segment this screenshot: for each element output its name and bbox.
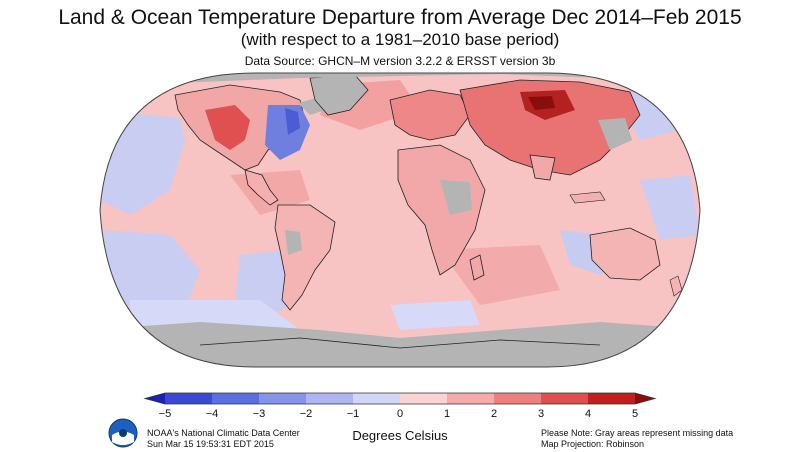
- asia: [459, 79, 641, 176]
- colorbar-tick-label: −4: [206, 408, 219, 420]
- timestamp: Sun Mar 15 19:53:31 EDT 2015: [147, 439, 274, 449]
- colorbar-label: Degrees Celsius: [352, 428, 448, 443]
- colorbar-arrow-high: [635, 393, 655, 404]
- anomaly-hot-spot: [528, 96, 555, 110]
- central-america: [244, 169, 279, 206]
- colorbar-swatch: [541, 393, 589, 404]
- colorbar-swatch: [353, 393, 401, 404]
- colorbar-swatch: [494, 393, 542, 404]
- colorbar-swatch: [447, 393, 495, 404]
- map-subtitle: (with respect to a 1981–2010 base period…: [240, 30, 560, 49]
- colorbar-tick-label: 4: [585, 408, 591, 420]
- colorbar-tick-label: 1: [444, 408, 450, 420]
- globe-outline: [99, 72, 701, 368]
- colorbar-tick-label: −5: [159, 408, 172, 420]
- colorbar-tick-label: 2: [491, 408, 497, 420]
- missing-data-area: [598, 118, 632, 150]
- indonesia: [569, 191, 606, 204]
- anomaly-field: [100, 73, 700, 367]
- anomaly-hot-spot: [205, 105, 250, 150]
- antarctica-coast: [199, 337, 601, 349]
- org-name: NOAA's National Climatic Data Center: [147, 428, 300, 438]
- colorbar-tick-label: 0: [397, 408, 403, 420]
- australia: [589, 227, 661, 281]
- colorbar-tick-label: 3: [538, 408, 544, 420]
- colorbar-swatch: [165, 393, 213, 404]
- missing-data-area: [440, 180, 472, 215]
- colorbar-tick-label: −1: [347, 408, 360, 420]
- colorbar-tick-label: −2: [300, 408, 313, 420]
- colorbar-arrow-low: [145, 393, 165, 404]
- map-title: Land & Ocean Temperature Departure from …: [58, 6, 742, 29]
- footer-left: NOAA's National Climatic Data Center Sun…: [147, 428, 300, 450]
- arctic-missing: [100, 73, 700, 85]
- colorbar-swatch: [588, 393, 636, 404]
- madagascar: [469, 254, 485, 281]
- colorbar-swatch: [400, 393, 448, 404]
- anomaly-cold-spot: [285, 108, 300, 135]
- anomaly-patch-cool: [640, 175, 700, 240]
- colorbar-border: [143, 392, 657, 405]
- europe: [389, 89, 471, 141]
- colorbar-swatch: [259, 393, 307, 404]
- colorbar-swatch: [212, 393, 260, 404]
- anomaly-patch-cool: [100, 110, 185, 215]
- missing-data-area: [285, 230, 302, 255]
- anomaly-patch-cool: [390, 300, 480, 330]
- colorbar-tick-label: −3: [253, 408, 266, 420]
- africa: [397, 144, 486, 276]
- missing-data-note: Please Note: Gray areas represent missin…: [541, 428, 734, 438]
- india: [529, 154, 556, 181]
- colorbar-swatch: [306, 393, 354, 404]
- colorbar-tick-label: 5: [632, 408, 638, 420]
- anomaly-patch-cool: [100, 230, 200, 310]
- world-anomaly-map: [99, 72, 701, 368]
- colorbar-swatches: [143, 392, 657, 405]
- map-projection: Map Projection: Robinson: [541, 439, 645, 449]
- colorbar-ticks: −5 −4 −3 −2 −1 0 1 2 3 4 5: [159, 408, 638, 420]
- footer-right: Please Note: Gray areas represent missin…: [541, 428, 733, 450]
- noaa-logo-icon: [108, 418, 138, 448]
- antarctica-missing: [100, 322, 700, 367]
- data-source: Data Source: GHCN–M version 3.2.2 & ERSS…: [244, 54, 556, 68]
